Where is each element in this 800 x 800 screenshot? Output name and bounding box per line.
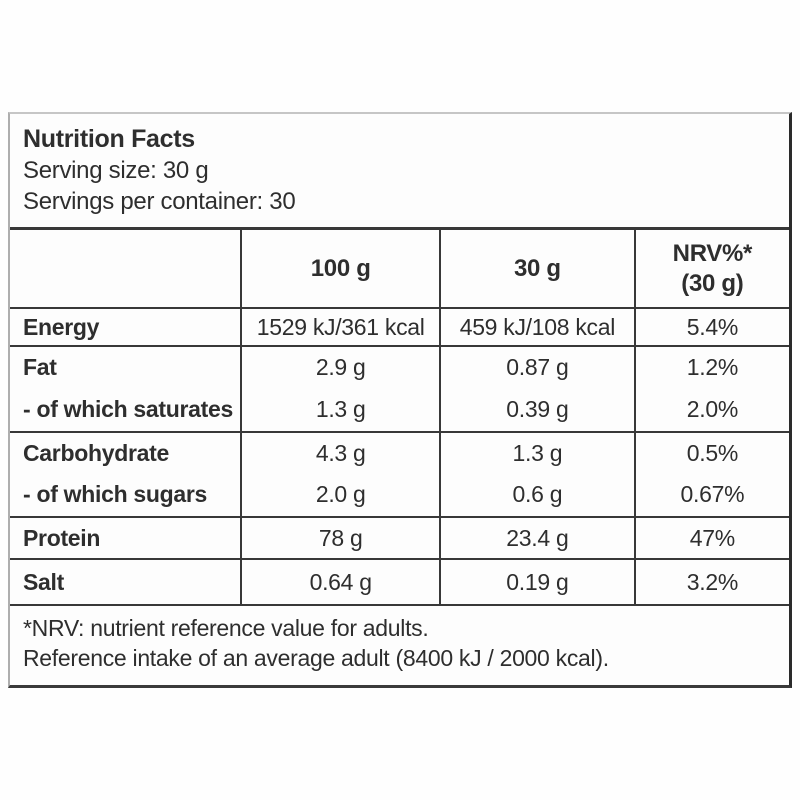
- value-per-30g: 0.19 g: [440, 559, 636, 606]
- value-per-100g: 1.3 g: [241, 388, 441, 433]
- value-per-30g: 23.4 g: [440, 517, 636, 560]
- table-row-fat: Fat 2.9 g 0.87 g 1.2%: [10, 346, 789, 388]
- value-per-30g: 1.3 g: [440, 432, 636, 473]
- column-header-nrv-line2: (30 g): [681, 269, 744, 297]
- row-label: - of which saturates: [10, 388, 243, 433]
- table-row-energy: Energy 1529 kJ/361 kcal 459 kJ/108 kcal …: [10, 308, 789, 347]
- row-label: Salt: [10, 559, 243, 606]
- value-nrv: 47%: [634, 517, 789, 560]
- column-header-blank: [10, 230, 243, 309]
- row-label: - of which sugars: [10, 473, 243, 518]
- table-row-salt: Salt 0.64 g 0.19 g 3.2%: [10, 559, 789, 606]
- footnote-reference-intake: Reference intake of an average adult (84…: [23, 645, 609, 671]
- row-label: Carbohydrate: [10, 432, 243, 473]
- value-nrv: 2.0%: [634, 388, 789, 433]
- value-nrv: 0.67%: [634, 473, 789, 518]
- column-header-30g: 30 g: [440, 230, 636, 309]
- table-row-saturates: - of which saturates 1.3 g 0.39 g 2.0%: [10, 388, 789, 433]
- column-header-nrv: NRV%* (30 g): [634, 230, 789, 309]
- label-footnotes: *NRV: nutrient reference value for adult…: [10, 606, 789, 685]
- nutrition-label-panel: Nutrition Facts Serving size: 30 g Servi…: [8, 112, 792, 688]
- value-nrv: 3.2%: [634, 559, 789, 606]
- column-header-100g: 100 g: [241, 230, 441, 309]
- table-row-protein: Protein 78 g 23.4 g 47%: [10, 517, 789, 560]
- table-row-sugars: - of which sugars 2.0 g 0.6 g 0.67%: [10, 473, 789, 518]
- value-per-100g: 78 g: [241, 517, 441, 560]
- value-per-100g: 4.3 g: [241, 432, 441, 473]
- label-header: Nutrition Facts Serving size: 30 g Servi…: [10, 114, 789, 230]
- footnote-nrv-definition: *NRV: nutrient reference value for adult…: [23, 615, 429, 641]
- row-label: Fat: [10, 346, 243, 388]
- value-per-30g: 0.6 g: [440, 473, 636, 518]
- value-per-100g: 0.64 g: [241, 559, 441, 606]
- row-label: Protein: [10, 517, 243, 560]
- value-nrv: 0.5%: [686, 439, 739, 466]
- table-header-row: 100 g 30 g NRV%* (30 g): [10, 230, 789, 309]
- value-per-30g: 0.39 g: [440, 388, 636, 433]
- value-per-100g: 2.0 g: [241, 473, 441, 518]
- value-nrv: 5.4%: [634, 308, 789, 347]
- value-per-30g: 0.87 g: [440, 346, 636, 388]
- nutrition-table: 100 g 30 g NRV%* (30 g) Energy 1529 kJ/3…: [10, 230, 789, 606]
- value-per-100g: 2.9 g: [241, 346, 441, 388]
- servings-per-container-line: Servings per container: 30: [23, 188, 296, 215]
- label-title: Nutrition Facts: [23, 125, 195, 153]
- serving-size-line: Serving size: 30 g: [23, 157, 209, 184]
- value-per-100g: 1529 kJ/361 kcal: [241, 308, 441, 347]
- column-header-nrv-line1: NRV%*: [672, 239, 753, 267]
- table-row-carbohydrate: Carbohydrate 4.3 g 1.3 g 0.5%: [10, 432, 789, 473]
- row-label: Energy: [10, 308, 243, 347]
- value-per-30g: 459 kJ/108 kcal: [440, 308, 636, 347]
- value-nrv: 1.2%: [686, 354, 739, 380]
